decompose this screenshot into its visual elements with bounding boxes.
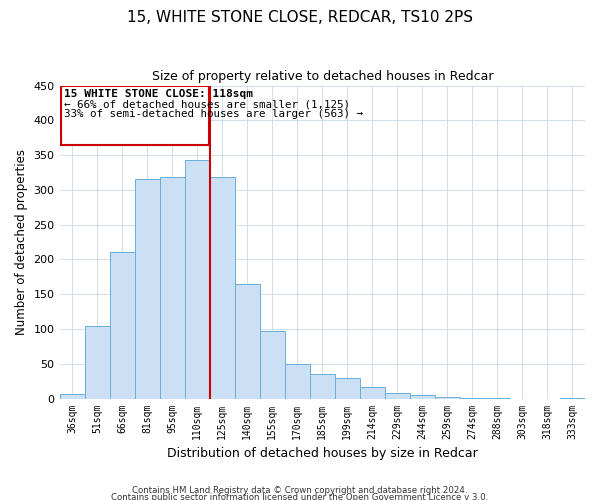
Bar bbox=[360, 388, 385, 398]
Bar bbox=[160, 178, 185, 398]
Text: Contains public sector information licensed under the Open Government Licence v : Contains public sector information licen… bbox=[112, 494, 488, 500]
Bar bbox=[410, 395, 435, 398]
Bar bbox=[85, 326, 110, 398]
Bar bbox=[61, 86, 209, 144]
Bar bbox=[110, 252, 134, 398]
Text: 15, WHITE STONE CLOSE, REDCAR, TS10 2PS: 15, WHITE STONE CLOSE, REDCAR, TS10 2PS bbox=[127, 10, 473, 25]
Bar bbox=[209, 178, 235, 398]
Bar bbox=[310, 374, 335, 398]
Bar bbox=[285, 364, 310, 398]
Text: ← 66% of detached houses are smaller (1,125): ← 66% of detached houses are smaller (1,… bbox=[64, 100, 350, 110]
Text: 15 WHITE STONE CLOSE: 118sqm: 15 WHITE STONE CLOSE: 118sqm bbox=[64, 89, 253, 99]
Bar bbox=[134, 180, 160, 398]
Bar bbox=[235, 284, 260, 399]
Bar bbox=[260, 331, 285, 398]
Text: Contains HM Land Registry data © Crown copyright and database right 2024.: Contains HM Land Registry data © Crown c… bbox=[132, 486, 468, 495]
Bar bbox=[385, 393, 410, 398]
Title: Size of property relative to detached houses in Redcar: Size of property relative to detached ho… bbox=[152, 70, 493, 83]
X-axis label: Distribution of detached houses by size in Redcar: Distribution of detached houses by size … bbox=[167, 447, 478, 460]
Bar bbox=[185, 160, 209, 398]
Bar bbox=[435, 397, 460, 398]
Bar bbox=[335, 378, 360, 398]
Bar bbox=[59, 394, 85, 398]
Text: 33% of semi-detached houses are larger (563) →: 33% of semi-detached houses are larger (… bbox=[64, 109, 363, 119]
Y-axis label: Number of detached properties: Number of detached properties bbox=[15, 149, 28, 335]
